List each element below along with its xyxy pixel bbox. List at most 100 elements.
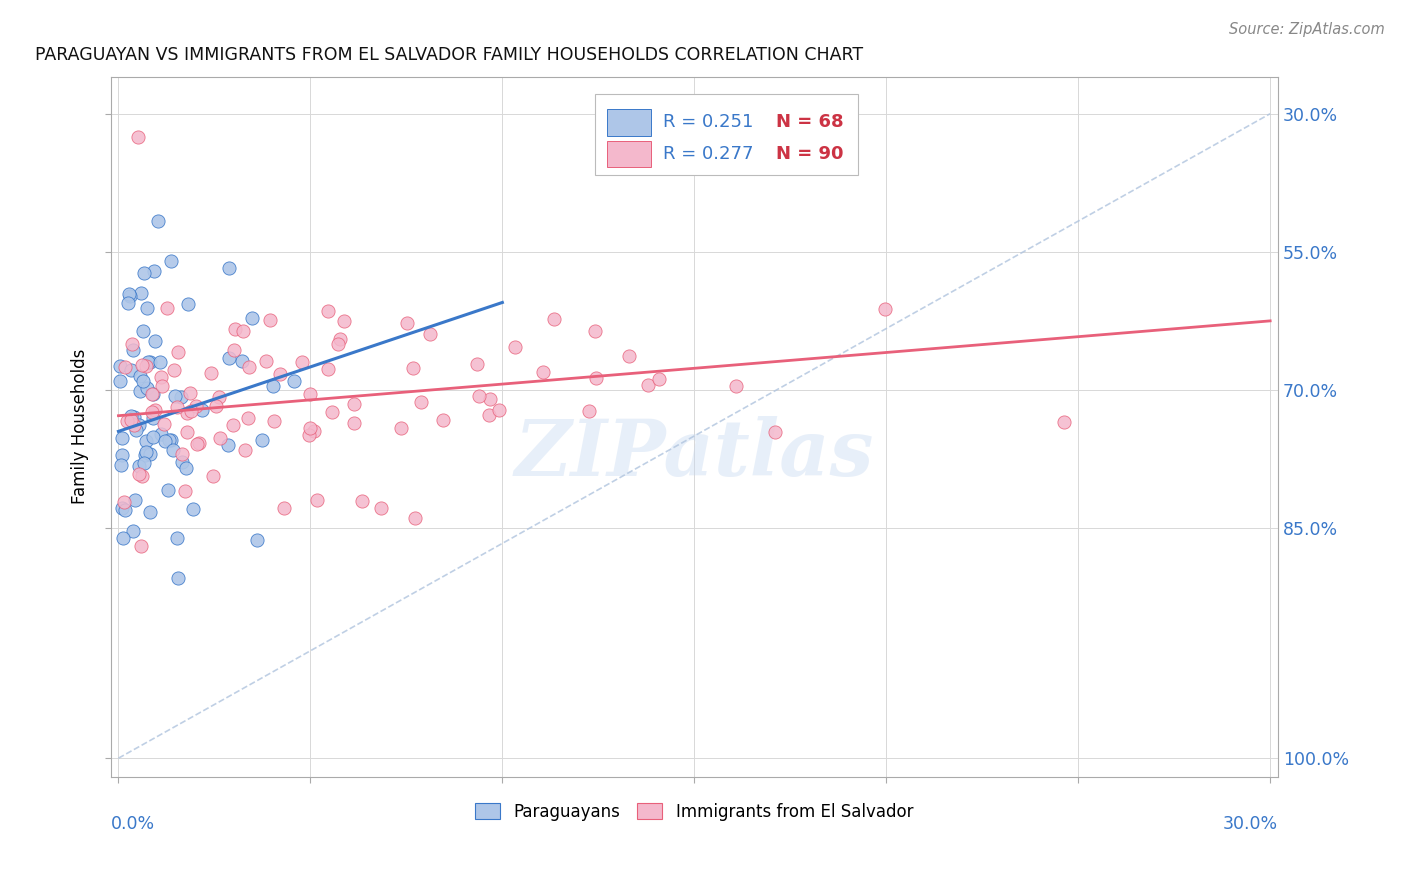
Point xyxy=(143,334,166,348)
Text: ZIPatlas: ZIPatlas xyxy=(515,417,875,493)
Point xyxy=(402,360,425,375)
Point xyxy=(259,313,281,327)
Point xyxy=(370,500,392,515)
Point xyxy=(205,400,228,414)
Point xyxy=(395,317,418,331)
Point xyxy=(179,385,201,400)
Point xyxy=(409,395,432,409)
Point xyxy=(110,374,132,388)
Point xyxy=(128,467,150,481)
Point xyxy=(162,443,184,458)
Point xyxy=(135,434,157,448)
Point xyxy=(177,296,200,310)
Point xyxy=(224,322,246,336)
Point xyxy=(146,213,169,227)
Point xyxy=(165,389,187,403)
Point xyxy=(149,427,172,442)
Point xyxy=(468,389,491,403)
Point xyxy=(139,506,162,520)
Point xyxy=(117,296,139,310)
Point xyxy=(135,359,157,374)
Point xyxy=(159,433,181,447)
Point xyxy=(578,404,600,418)
Point xyxy=(503,340,526,354)
Point xyxy=(209,431,232,445)
Point xyxy=(326,336,349,351)
Point xyxy=(142,411,165,425)
Bar xyxy=(607,141,651,167)
Point xyxy=(142,430,165,444)
Point xyxy=(129,285,152,300)
Point xyxy=(110,448,132,462)
Point xyxy=(432,413,454,427)
Point xyxy=(186,437,208,451)
Point xyxy=(132,456,155,470)
Point xyxy=(111,501,134,516)
Point xyxy=(131,358,153,372)
Point xyxy=(121,524,143,538)
Point xyxy=(110,458,132,472)
Point xyxy=(245,533,267,548)
Point xyxy=(163,363,186,377)
Point xyxy=(170,390,193,404)
Point xyxy=(585,370,607,384)
Point xyxy=(343,416,366,430)
Point xyxy=(763,425,786,439)
Point xyxy=(231,354,253,368)
Point xyxy=(157,434,180,448)
Point xyxy=(262,379,284,393)
Point xyxy=(321,405,343,419)
Text: Source: ZipAtlas.com: Source: ZipAtlas.com xyxy=(1229,22,1385,37)
Point xyxy=(167,345,190,359)
Text: R = 0.277: R = 0.277 xyxy=(662,145,754,163)
Point xyxy=(131,469,153,483)
Point xyxy=(122,409,145,424)
Point xyxy=(143,264,166,278)
Point xyxy=(419,326,441,341)
Point xyxy=(583,324,606,338)
Point xyxy=(166,400,188,414)
Point xyxy=(170,447,193,461)
Point xyxy=(135,445,157,459)
Text: N = 90: N = 90 xyxy=(776,145,844,163)
Point xyxy=(307,493,329,508)
Point xyxy=(479,392,502,406)
Point xyxy=(135,381,157,395)
Point xyxy=(617,349,640,363)
Point xyxy=(637,378,659,392)
Point xyxy=(302,424,325,438)
Point xyxy=(724,378,747,392)
Point xyxy=(122,343,145,358)
Point xyxy=(127,129,149,144)
Point xyxy=(132,374,155,388)
Bar xyxy=(607,109,651,136)
Point xyxy=(156,301,179,315)
Point xyxy=(136,301,159,315)
Point xyxy=(118,287,141,301)
Point xyxy=(120,363,142,377)
Text: 0.0%: 0.0% xyxy=(111,815,155,833)
Point xyxy=(132,324,155,338)
Point xyxy=(128,418,150,433)
Point xyxy=(153,434,176,448)
Point xyxy=(238,360,260,375)
Point xyxy=(120,413,142,427)
Point xyxy=(329,332,352,346)
Point xyxy=(115,414,138,428)
Point xyxy=(176,406,198,420)
Point xyxy=(141,405,163,419)
Point xyxy=(191,402,214,417)
Point xyxy=(124,492,146,507)
Point xyxy=(122,417,145,432)
Point xyxy=(152,417,174,431)
Point xyxy=(129,369,152,384)
Point xyxy=(134,448,156,462)
Point xyxy=(873,301,896,316)
Point xyxy=(232,324,254,338)
Point xyxy=(138,355,160,369)
Point xyxy=(222,343,245,358)
Point xyxy=(132,266,155,280)
Point xyxy=(112,494,135,508)
Point xyxy=(389,421,412,435)
Point xyxy=(128,384,150,399)
